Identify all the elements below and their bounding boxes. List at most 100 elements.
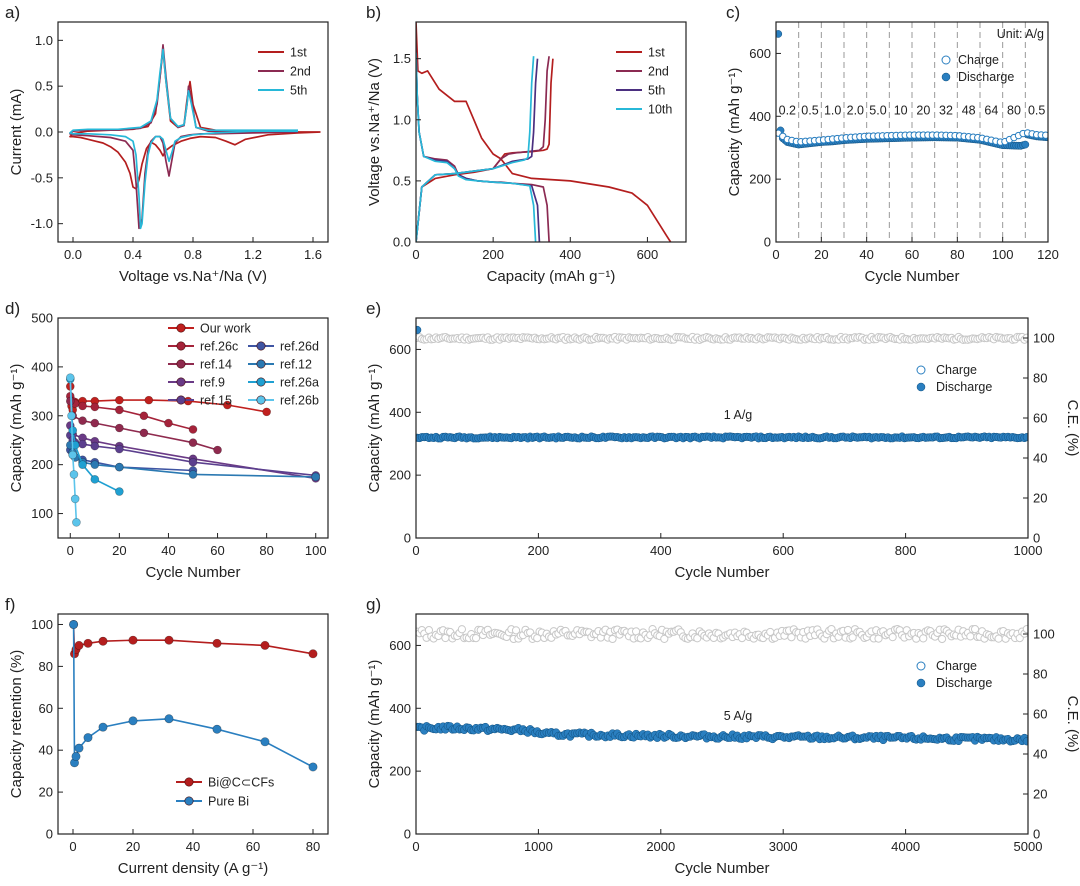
rate-label: 0.5 <box>801 104 818 118</box>
cv-curve-5th <box>69 48 298 230</box>
y-axis-label: Capacity (mAh g⁻¹) <box>366 364 383 493</box>
y-tick-label: 80 <box>39 659 53 674</box>
x-tick-label: 80 <box>306 839 320 854</box>
comparison-point <box>72 518 81 527</box>
ce-point <box>511 626 521 635</box>
comparison-point <box>115 487 124 496</box>
panel-c: 0 20 40 60 80 100 120 0 200 400 600 Cycle Number Cap… <box>726 3 1059 285</box>
panel-label: b) <box>366 3 381 22</box>
legend-marker <box>916 661 926 671</box>
comparison-point <box>115 405 124 415</box>
retention-point <box>128 716 138 726</box>
comparison-point <box>139 411 149 421</box>
x-tick-label: 5000 <box>1014 839 1043 854</box>
legend-marker <box>916 382 926 392</box>
panel-e: 0 200 400 600 800 10000200400600020406080100C… <box>366 299 1080 581</box>
y2-tick-label: 40 <box>1033 747 1047 762</box>
panel-label: c) <box>726 3 740 22</box>
legend-label: Charge <box>936 363 977 377</box>
legend-label: 2nd <box>648 65 669 79</box>
x-axis-label: Cycle Number <box>864 268 959 285</box>
y2-tick-label: 80 <box>1033 667 1047 682</box>
y-tick-label: 400 <box>389 405 411 420</box>
x-tick-label: 40 <box>186 839 200 854</box>
comparison-point <box>90 475 100 484</box>
comparison-point <box>115 462 124 472</box>
comparison-point <box>164 418 173 428</box>
x-tick-label: 0.4 <box>124 247 142 262</box>
retention-point <box>308 649 318 659</box>
retention-point <box>74 743 84 753</box>
legend-marker <box>184 777 194 787</box>
y-tick-label: 200 <box>749 172 771 187</box>
comparison-point <box>311 472 321 482</box>
rate-label: 2.0 <box>847 104 864 118</box>
rate-label: 80 <box>1007 104 1021 118</box>
y2-tick-label: 100 <box>1033 331 1055 346</box>
legend-marker <box>256 377 266 387</box>
x-tick-label: 80 <box>259 543 273 558</box>
x-axis-label: Current density (A g⁻¹) <box>118 860 268 877</box>
y2-axis-label: C.E. (%) <box>1064 400 1080 457</box>
plot-area-f <box>69 619 318 772</box>
comparison-point <box>78 416 87 425</box>
comparison-point <box>65 373 75 382</box>
y-axis-label: Voltage vs.Na⁺/Na (V) <box>366 58 383 206</box>
y-tick-label: 200 <box>389 468 411 483</box>
charge-point <box>1042 131 1048 139</box>
y-tick-label: 400 <box>389 701 411 716</box>
legend-marker <box>184 796 194 806</box>
comparison-point <box>115 444 124 454</box>
comparison-point <box>90 418 100 428</box>
legend-label: Bi@C⊂CFs <box>208 776 274 790</box>
plot-area-g <box>416 624 1028 746</box>
x-tick-label: 20 <box>814 247 828 262</box>
retention-point <box>69 619 79 629</box>
y2-tick-label: 60 <box>1033 707 1047 722</box>
rate-label: 10 <box>894 104 908 118</box>
y-axis-label: Capacity (mAh g⁻¹) <box>366 660 383 789</box>
comparison-point <box>78 460 87 469</box>
x-tick-label: 0 <box>412 247 419 262</box>
y-axis-label: Capacity retention (%) <box>8 650 25 798</box>
legend-label: 1st <box>648 46 665 60</box>
y-axis-label: Capacity (mAh g⁻¹) <box>726 68 743 197</box>
x-tick-label: 200 <box>482 247 504 262</box>
y-axis-label: Current (mA) <box>8 89 25 176</box>
y-tick-label: 0 <box>46 827 53 842</box>
comparison-point <box>223 400 232 410</box>
retention-line <box>72 624 314 768</box>
legend-marker <box>256 359 266 369</box>
x-tick-label: 1.2 <box>244 247 262 262</box>
x-tick-label: 20 <box>126 839 140 854</box>
legend-marker <box>176 341 186 351</box>
rate-label: 0.2 <box>779 104 796 118</box>
y-tick-label: 40 <box>39 743 53 758</box>
comparison-point <box>69 470 79 479</box>
comparison-point <box>68 450 78 460</box>
comparison-point <box>78 401 87 411</box>
x-tick-label: 200 <box>528 543 550 558</box>
x-tick-label: 600 <box>772 543 794 558</box>
panel-g: 0 1000 2000 3000 4000 50000200400600020406080… <box>366 595 1080 877</box>
gcd-curve-10th <box>416 52 537 242</box>
comparison-point <box>78 439 87 449</box>
retention-point <box>308 762 318 772</box>
x-axis-label: Voltage vs.Na⁺/Na (V) <box>119 268 267 285</box>
rate-label: 20 <box>916 104 930 118</box>
rate-annotation: 1 A/g <box>724 408 753 422</box>
x-tick-label: 120 <box>1037 247 1059 262</box>
x-tick-label: 0 <box>69 839 76 854</box>
y-tick-label: 100 <box>31 506 53 521</box>
y2-tick-label: 80 <box>1033 371 1047 386</box>
y2-tick-label: 0 <box>1033 531 1040 546</box>
ce-point <box>966 632 975 641</box>
legend-label: 2nd <box>290 65 311 79</box>
x-tick-label: 1.6 <box>304 247 322 262</box>
panel-label: g) <box>366 595 381 614</box>
comparison-point <box>90 460 100 469</box>
comparison-point <box>115 395 124 405</box>
x-tick-label: 40 <box>859 247 873 262</box>
x-tick-label: 3000 <box>769 839 798 854</box>
plot-area-e <box>416 325 1028 443</box>
